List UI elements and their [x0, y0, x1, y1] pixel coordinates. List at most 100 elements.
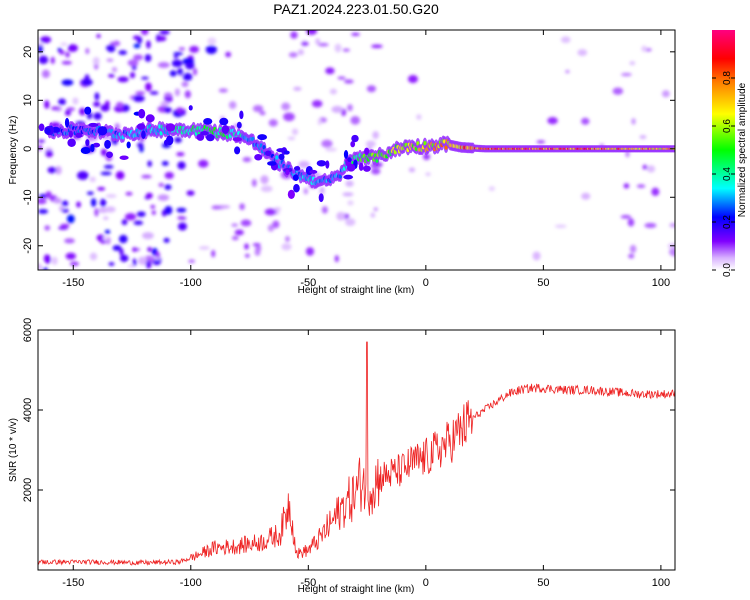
spectrogram-side-blob [68, 130, 74, 138]
spectrogram-noise-blob [259, 110, 266, 116]
spectrogram-noise-blob [116, 101, 124, 108]
spectrogram-y-axis: -20 -10 0 10 20 [22, 46, 675, 254]
spectrogram-x-tick-label: 100 [652, 277, 670, 289]
spectrogram-noise-blob [100, 148, 108, 157]
spectrogram-noise-blob [532, 251, 541, 261]
spectrogram-noise-blob [100, 171, 112, 176]
spectrogram-noise-blob [205, 45, 217, 55]
spectrogram-noise-blob [72, 97, 79, 105]
spectrogram-side-blob [97, 126, 108, 136]
spectrogram-noise-blob [86, 191, 94, 195]
spectrogram-noise-blob [38, 139, 45, 143]
spectrogram-noise-blob [255, 245, 262, 251]
spectrogram-noise-blob [176, 207, 187, 213]
spectrogram-noise-blob [144, 54, 152, 62]
spectrogram-noise-blob [281, 243, 292, 251]
spectrogram-ridge-core [444, 145, 448, 150]
snr-panel: -150 -100 -50 0 50 100 2000 4000 6000 Height of… [8, 318, 676, 595]
spectrogram-noise-blob [76, 201, 81, 208]
snr-frame [37, 329, 676, 571]
spectrogram-side-blob [145, 114, 155, 123]
spectrogram-noise-blob [181, 81, 189, 88]
snr-x-label: Height of straight line (km) [298, 584, 415, 595]
spectrogram-noise-blob [38, 144, 43, 151]
spectrogram-noise-blob [125, 192, 133, 196]
spectrogram-noise-blob [93, 101, 101, 107]
spectrogram-side-blob [343, 150, 349, 159]
spectrogram-noise-blob [186, 190, 195, 196]
spectrogram-noise-blob [66, 214, 75, 224]
spectrogram-noise-blob [149, 91, 159, 95]
spectrogram-noise-blob [40, 36, 52, 44]
spectrogram-noise-blob [281, 102, 291, 111]
spectrogram-noise-blob [176, 107, 184, 114]
spectrogram-x-label: Height of straight line (km) [298, 285, 415, 296]
spectrogram-noise-blob [416, 114, 422, 120]
spectrogram-noise-blob [636, 184, 646, 189]
spectrogram-noise-blob [366, 85, 377, 93]
spectrogram-noise-blob [169, 70, 177, 77]
spectrogram-noise-blob [138, 256, 148, 266]
spectrogram-noise-blob [342, 192, 354, 197]
spectrogram-noise-blob [408, 167, 416, 173]
spectrogram-side-blob [136, 123, 146, 130]
spectrogram-side-blob [318, 193, 324, 203]
spectrogram-y-tick-label: -20 [22, 238, 34, 254]
spectrogram-noise-blob [140, 30, 149, 36]
spectrogram-noise-blob [145, 260, 152, 269]
spectrogram-noise-blob [244, 243, 249, 250]
spectrogram-noise-blob [65, 51, 70, 58]
spectrogram-noise-blob [371, 44, 383, 49]
spectrogram-noise-blob [47, 166, 57, 174]
spectrogram-noise-blob [133, 43, 141, 49]
snr-y-tick-label: 2000 [22, 478, 34, 502]
spectrogram-noise-blob [171, 59, 183, 68]
spectrogram-noise-blob [41, 69, 50, 79]
spectrogram-noise-blob [301, 41, 309, 47]
spectrogram-noise-blob [334, 255, 339, 263]
colorbar-tick-label: 0.2 [722, 215, 733, 229]
colorbar-tick-label: 0.4 [722, 167, 733, 181]
spectrogram-noise-blob [244, 253, 250, 258]
spectrogram-side-blob [278, 153, 285, 161]
spectrogram-noise-blob [620, 215, 632, 219]
spectrogram-noise-blob [150, 204, 156, 209]
spectrogram-noise-blob [185, 62, 195, 70]
spectrogram-side-blob [254, 153, 263, 161]
spectrogram-noise-blob [161, 161, 169, 166]
spectrogram-noise-blob [581, 117, 590, 125]
spectrogram-noise-blob [145, 82, 152, 92]
spectrogram-y-tick-label: 10 [22, 94, 34, 106]
spectrogram-noise-blob [268, 119, 278, 127]
spectrogram-side-blob [200, 131, 209, 136]
spectrogram-ridge [38, 105, 675, 203]
spectrogram-side-blob [283, 150, 290, 155]
spectrogram-side-blob [346, 163, 356, 172]
spectrogram-noise-blob [133, 54, 144, 61]
spectrogram-noise-blob [371, 167, 381, 175]
spectrogram-noise-blob [163, 237, 170, 243]
spectrogram-noise-blob [345, 180, 354, 187]
spectrogram-noise-blobs [38, 30, 675, 270]
spectrogram-noise-blob [157, 194, 170, 201]
spectrogram-side-blob [164, 139, 169, 146]
spectrogram-noise-blob [184, 90, 191, 99]
spectrogram-noise-blob [407, 75, 419, 84]
spectrogram-noise-blob [321, 139, 333, 148]
spectrogram-noise-blob [129, 71, 136, 79]
spectrogram-noise-blob [554, 224, 567, 229]
spectrogram-noise-blob [89, 176, 96, 183]
spectrogram-noise-blob [642, 164, 648, 170]
spectrogram-noise-blob [132, 35, 141, 40]
spectrogram-noise-blob [287, 136, 296, 141]
spectrogram-noise-blob [38, 55, 49, 65]
spectrogram-noise-blob [182, 72, 193, 81]
spectrogram-noise-blob [164, 205, 173, 215]
spectrogram-side-blob [219, 117, 229, 126]
spectrogram-noise-blob [365, 140, 376, 148]
spectrogram-side-blob [276, 148, 286, 153]
spectrogram-noise-blob [105, 45, 111, 51]
spectrogram-frame [37, 29, 676, 271]
spectrogram-noise-blob [44, 100, 50, 109]
spectrogram-noise-blob [273, 207, 282, 211]
